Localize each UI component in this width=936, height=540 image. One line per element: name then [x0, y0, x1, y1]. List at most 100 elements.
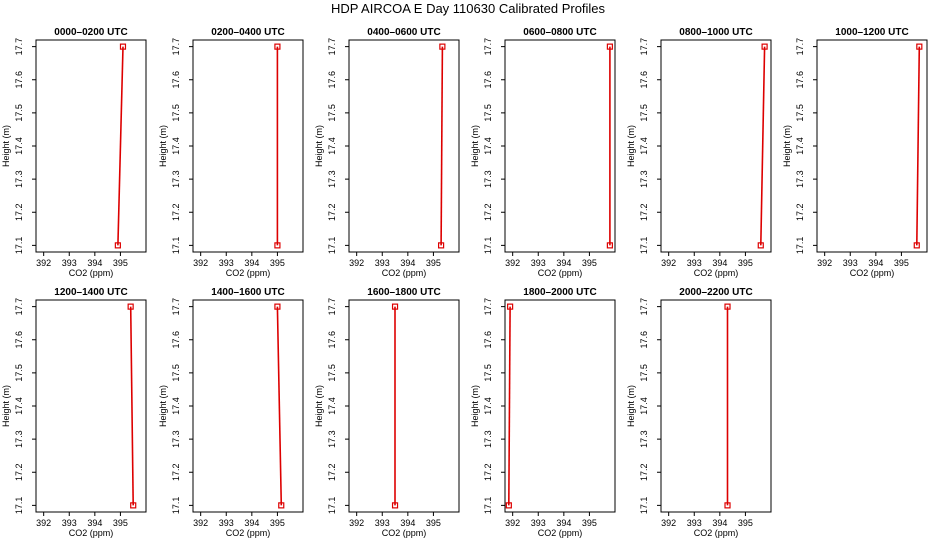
y-tick-label: 17.4 [171, 397, 181, 415]
y-tick-label: 17.1 [483, 237, 493, 255]
y-tick-label: 17.1 [14, 237, 24, 255]
panel-title: 0200–0400 UTC [211, 27, 284, 38]
x-axis-label: CO2 (ppm) [69, 268, 114, 278]
panel-title: 1600–1800 UTC [367, 287, 440, 298]
y-axis-label: Height (m) [1, 125, 11, 167]
x-tick-label: 394 [556, 258, 571, 268]
y-tick-label: 17.2 [327, 463, 337, 481]
y-tick-label: 17.3 [171, 430, 181, 448]
x-tick-label: 395 [113, 518, 128, 528]
y-tick-label: 17.5 [327, 364, 337, 382]
x-tick-label: 394 [87, 518, 102, 528]
panel-title: 0400–0600 UTC [367, 27, 440, 38]
y-tick-label: 17.2 [795, 203, 805, 221]
profile-point [274, 242, 281, 249]
y-tick-label: 17.4 [639, 137, 649, 155]
y-tick-label: 17.3 [171, 170, 181, 188]
x-tick-label: 394 [868, 258, 883, 268]
x-tick-label: 392 [661, 258, 676, 268]
x-tick-label: 393 [531, 258, 546, 268]
profile-point [606, 43, 613, 50]
x-tick-label: 394 [556, 518, 571, 528]
x-axis-label: CO2 (ppm) [538, 528, 583, 538]
plot-frame [504, 39, 616, 253]
x-tick-label: 395 [582, 518, 597, 528]
y-tick-label: 17.6 [327, 71, 337, 89]
y-tick-label: 17.3 [14, 170, 24, 188]
y-tick-label: 17.4 [639, 397, 649, 415]
y-tick-label: 17.2 [171, 203, 181, 221]
profile-line [508, 306, 511, 506]
profile-point [916, 43, 923, 50]
y-tick-label: 17.1 [171, 237, 181, 255]
x-tick-label: 392 [505, 518, 520, 528]
plot-frame [660, 39, 772, 253]
x-tick-label: 393 [687, 258, 702, 268]
y-tick-label: 17.3 [795, 170, 805, 188]
x-tick-label: 393 [219, 258, 234, 268]
y-tick-label: 17.1 [171, 497, 181, 515]
y-tick-label: 17.3 [14, 430, 24, 448]
plot-frame [192, 39, 304, 253]
y-tick-label: 17.2 [14, 463, 24, 481]
y-axis-label: Height (m) [470, 125, 480, 167]
y-tick-label: 17.2 [171, 463, 181, 481]
y-tick-label: 17.6 [171, 331, 181, 349]
y-tick-label: 17.5 [483, 364, 493, 382]
y-tick-label: 17.3 [483, 170, 493, 188]
x-tick-label: 394 [712, 518, 727, 528]
panel-title: 2000–2200 UTC [679, 287, 752, 298]
y-axis-label: Height (m) [158, 125, 168, 167]
y-tick-label: 17.6 [795, 71, 805, 89]
profile-point [130, 502, 137, 509]
y-tick-label: 17.1 [639, 497, 649, 515]
x-tick-label: 394 [87, 258, 102, 268]
x-tick-label: 393 [375, 258, 390, 268]
y-tick-label: 17.5 [639, 104, 649, 122]
x-axis-label: CO2 (ppm) [69, 528, 114, 538]
y-tick-label: 17.7 [14, 38, 24, 56]
y-tick-label: 17.7 [639, 38, 649, 56]
profile-point [757, 242, 764, 249]
y-tick-label: 17.5 [14, 364, 24, 382]
y-tick-label: 17.7 [483, 38, 493, 56]
profile-point [391, 502, 399, 509]
plot-frame [192, 299, 304, 513]
y-tick-label: 17.2 [639, 463, 649, 481]
profile-line [276, 306, 283, 506]
y-tick-label: 17.3 [327, 430, 337, 448]
x-tick-label: 395 [738, 258, 753, 268]
y-axis-label: Height (m) [314, 385, 324, 427]
y-tick-label: 17.3 [327, 170, 337, 188]
y-tick-label: 17.4 [795, 137, 805, 155]
y-tick-label: 17.6 [14, 71, 24, 89]
profile-point [913, 242, 920, 249]
x-tick-label: 393 [62, 518, 77, 528]
profile-point [439, 43, 446, 50]
y-tick-label: 17.6 [639, 331, 649, 349]
x-axis-label: CO2 (ppm) [538, 268, 583, 278]
y-tick-label: 17.1 [483, 497, 493, 515]
x-tick-label: 393 [843, 258, 858, 268]
y-tick-label: 17.4 [14, 137, 24, 155]
x-tick-label: 392 [661, 518, 676, 528]
y-tick-label: 17.7 [171, 38, 181, 56]
y-tick-label: 17.6 [171, 71, 181, 89]
x-tick-label: 395 [270, 258, 285, 268]
y-tick-label: 17.6 [483, 71, 493, 89]
profile-point [724, 303, 731, 310]
y-axis-label: Height (m) [470, 385, 480, 427]
profile-point [274, 303, 281, 310]
profile-line [760, 46, 766, 246]
x-tick-label: 394 [712, 258, 727, 268]
y-tick-label: 17.2 [14, 203, 24, 221]
y-tick-label: 17.1 [795, 237, 805, 255]
y-tick-label: 17.5 [14, 104, 24, 122]
x-axis-label: CO2 (ppm) [382, 268, 427, 278]
y-tick-label: 17.6 [327, 331, 337, 349]
y-tick-label: 17.4 [171, 137, 181, 155]
x-tick-label: 395 [894, 258, 909, 268]
y-tick-label: 17.4 [483, 137, 493, 155]
y-tick-label: 17.3 [639, 170, 649, 188]
